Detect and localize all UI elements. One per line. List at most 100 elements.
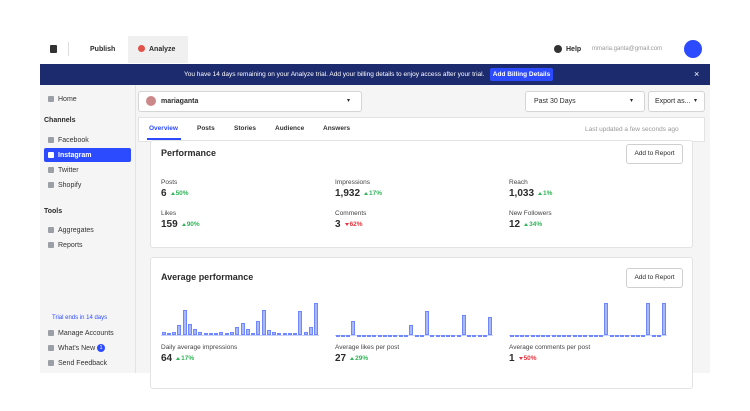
spark-bar — [614, 335, 619, 337]
spark-bar — [425, 311, 430, 335]
spark-bar — [409, 325, 414, 335]
spark-bar — [193, 329, 198, 335]
feedback-icon — [48, 360, 54, 366]
analyze-label: Analyze — [149, 46, 176, 53]
account-select[interactable]: mariaganta ▾ — [138, 91, 362, 112]
metric-value: 27 — [335, 353, 347, 364]
spark-bar — [625, 335, 630, 337]
spark-bar — [572, 335, 577, 337]
nav-channel[interactable]: Instagram — [58, 152, 92, 159]
add-to-report[interactable]: Add to Report — [626, 268, 683, 288]
spark-bar — [277, 333, 282, 335]
change-arrow — [524, 223, 529, 226]
banner-text: You have 14 days remaining on your Analy… — [184, 71, 485, 78]
nav-tool[interactable]: Reports — [58, 242, 83, 249]
metric-value: 6 — [161, 188, 167, 199]
spark-bar — [419, 335, 424, 337]
performance-card: Performance Add to Report Posts 6 50% Impre… — [150, 140, 693, 248]
caret: ▾ — [694, 98, 698, 104]
spark-bar — [620, 335, 625, 337]
spark-bar — [219, 332, 224, 335]
spark-bar — [382, 335, 387, 337]
channel-icon — [48, 182, 54, 188]
tab[interactable]: Overview — [149, 125, 178, 132]
spark-bar — [393, 335, 398, 337]
spark-bar — [367, 335, 372, 337]
send-feedback[interactable]: Send Feedback — [58, 360, 108, 367]
spark-bar — [482, 335, 488, 337]
billing-button[interactable]: Add Billing Details — [490, 68, 553, 81]
average-card: Average performance Add to Report Daily … — [150, 257, 693, 389]
spark-bar — [356, 335, 361, 337]
metric-change: 1% — [543, 190, 553, 197]
spark-bar — [472, 335, 477, 337]
spark-bar — [187, 324, 192, 335]
publish-tab[interactable]: Publish — [90, 46, 116, 53]
account-name: mariaganta — [161, 98, 199, 105]
metric-change: 90% — [186, 221, 200, 228]
metric-change: 50% — [175, 190, 189, 197]
spark-bar — [261, 310, 266, 335]
spark-bar — [282, 333, 287, 335]
spark-bar — [414, 335, 419, 337]
help-link[interactable]: Help — [566, 46, 582, 53]
spark-bar — [177, 325, 182, 335]
spark-bar — [372, 335, 377, 337]
spark-bar — [224, 333, 229, 335]
spark-bar — [546, 335, 551, 337]
metric-value: 1,033 — [509, 188, 535, 199]
spark-bar — [461, 315, 466, 335]
nav-channel[interactable]: Twitter — [58, 167, 79, 174]
spark-bar — [240, 323, 245, 335]
trial-notice[interactable]: Trial ends in 14 days — [52, 315, 108, 321]
tab-bar: Overview Posts Stories Audience Answers Last… — [138, 117, 705, 142]
metric-value: 64 — [161, 353, 173, 364]
sparkline-baseline — [335, 335, 493, 336]
tab[interactable]: Answers — [323, 125, 351, 132]
spark-bar — [335, 335, 340, 337]
metric-label: Reach — [509, 179, 528, 186]
spark-bar — [256, 321, 261, 335]
spark-bar — [182, 310, 187, 335]
nav-tool[interactable]: Aggregates — [58, 227, 94, 234]
metric-value: 3 — [335, 219, 341, 230]
metric-label: Comments — [335, 210, 367, 217]
tab-underline — [147, 138, 181, 140]
analyze-icon — [138, 45, 145, 52]
metric-label: Posts — [161, 179, 178, 186]
tab[interactable]: Stories — [234, 125, 257, 132]
change-arrow — [344, 223, 349, 226]
spark-bar — [525, 335, 530, 337]
caret: ▾ — [630, 98, 634, 104]
nav-channel[interactable]: Shopify — [58, 182, 82, 189]
spark-bar — [346, 335, 351, 337]
spark-bar — [583, 335, 588, 337]
add-to-report[interactable]: Add to Report — [626, 144, 683, 164]
nav-home[interactable]: Home — [58, 96, 77, 103]
metric-label: New Followers — [509, 210, 552, 217]
avatar[interactable] — [684, 40, 702, 58]
spark-bar — [641, 335, 646, 337]
spark-bar — [314, 303, 319, 335]
spark-bar — [630, 335, 635, 337]
tab[interactable]: Audience — [275, 125, 305, 132]
metric-label: Impressions — [335, 179, 371, 186]
spark-bar — [562, 335, 567, 337]
spark-bar — [208, 333, 213, 335]
channel-icon — [48, 167, 54, 173]
date-label: Past 30 Days — [534, 98, 576, 105]
date-select[interactable]: Past 30 Days ▾ — [525, 91, 645, 112]
manage-accounts[interactable]: Manage Accounts — [58, 330, 114, 337]
export-select[interactable]: Export as... ▾ — [648, 91, 705, 112]
whats-new[interactable]: What's New — [58, 345, 96, 352]
tab[interactable]: Posts — [197, 125, 215, 132]
nav-channel[interactable]: Facebook — [58, 137, 89, 144]
channel-icon — [48, 152, 54, 158]
sparkline-baseline — [161, 335, 319, 336]
tools-heading: Tools — [44, 208, 63, 215]
spark-bar — [287, 333, 292, 335]
channels-heading: Channels — [44, 117, 76, 124]
spark-bar — [308, 327, 314, 335]
close-banner[interactable]: × — [694, 69, 700, 79]
analyze-tab[interactable]: Analyze — [128, 36, 188, 63]
